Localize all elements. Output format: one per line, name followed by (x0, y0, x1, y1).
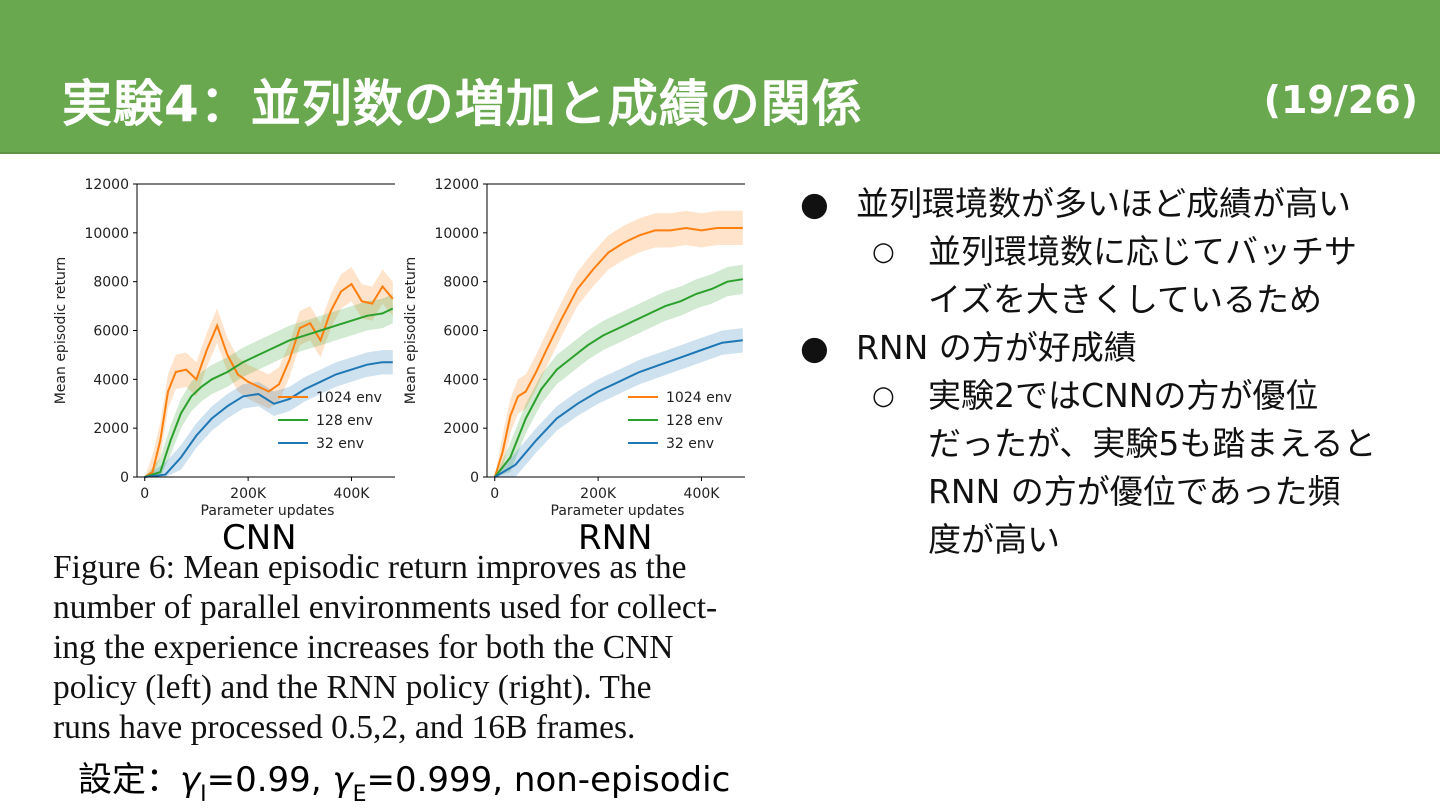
bullet-list: ● 並列環境数が多いほど成績が高い ○ 並列環境数に応じてバッチサ イズを大きく… (800, 180, 1420, 564)
caption-line: ing the experience increases for both th… (53, 629, 674, 666)
y-tick-label: 8000 (443, 275, 479, 291)
gamma-i-subscript: I (200, 782, 207, 807)
x-tick-label: 200K (580, 486, 617, 502)
sub-bullet-item: ○ 並列環境数に応じてバッチサ イズを大きくしているため (800, 228, 1420, 324)
y-tick-label: 6000 (443, 324, 479, 340)
series-band (144, 350, 393, 477)
rnn-panel-label: RNN (578, 518, 653, 558)
sub-bullet-item: ○ 実験2ではCNNの方が優位 だったが、実験5も踏まえると RNN の方が優位… (800, 372, 1420, 564)
series-band (494, 328, 743, 477)
gamma-e-subscript: E (352, 782, 367, 807)
y-tick-label: 0 (470, 470, 479, 486)
series-line (144, 307, 394, 478)
series-line (144, 361, 393, 478)
x-tick-label: 400K (684, 486, 721, 502)
chart-svg: 0 2000 4000 6000 8000 10000 12000 0 200K 400KPara… (403, 177, 749, 519)
caption-line: policy (left) and the RNN policy (right)… (53, 669, 652, 706)
y-tick-label: 12000 (434, 177, 479, 193)
y-axis-label: Mean episodic return (403, 257, 419, 405)
y-axis-label: Mean episodic return (53, 257, 69, 405)
y-tick-label: 0 (120, 470, 129, 486)
y-tick-label: 2000 (93, 421, 129, 437)
y-tick-label: 6000 (93, 324, 129, 340)
series-band (494, 210, 743, 477)
bullet-item: ● 並列環境数が多いほど成績が高い (800, 180, 1420, 228)
figure-caption: Figure 6: Mean episodic return improves … (53, 548, 763, 748)
y-tick-label: 8000 (93, 275, 129, 291)
series-line (494, 278, 743, 478)
y-tick-label: 12000 (84, 177, 129, 193)
x-axis-label: Parameter updates (201, 503, 335, 519)
gamma-symbol: γ (332, 760, 353, 800)
series-band (144, 267, 393, 477)
caption-line: Figure 6: Mean episodic return improves … (53, 549, 687, 586)
x-tick-label: 200K (230, 486, 267, 502)
y-tick-label: 4000 (93, 372, 129, 388)
series-line (144, 282, 394, 478)
legend-label: 1024 env (666, 390, 732, 406)
legend-label: 128 env (666, 413, 723, 429)
cnn-chart: 0 2000 4000 6000 8000 10000 12000 0 200K 400K Para… (45, 165, 399, 529)
y-tick-label: 2000 (443, 421, 479, 437)
y-tick-label: 10000 (434, 226, 479, 242)
x-tick-label: 400K (334, 486, 371, 502)
bullet-item: ● RNN の方が好成績 (800, 324, 1420, 372)
caption-line: runs have processed 0.5,2, and 16B frame… (53, 709, 636, 746)
y-tick-label: 10000 (84, 226, 129, 242)
bullet-circle-icon: ○ (872, 237, 895, 267)
slide-title: 実験4：並列数の増加と成績の関係 (62, 75, 863, 133)
legend-label: 1024 env (316, 390, 382, 406)
legend-label: 32 env (316, 436, 364, 452)
x-tick-label: 0 (140, 486, 149, 502)
gamma-symbol: γ (180, 760, 201, 800)
series-band (144, 293, 393, 477)
cnn-panel-label: CNN (222, 518, 297, 558)
slide-header: 実験4：並列数の増加と成績の関係 (19/26) (0, 0, 1440, 154)
bullet-circle-icon: ○ (872, 381, 895, 411)
settings-line: 設定：γI=0.99, γE=0.999, non-episodic (78, 760, 731, 807)
legend-label: 128 env (316, 413, 373, 429)
y-tick-label: 4000 (443, 372, 479, 388)
series-line (494, 339, 743, 478)
legend-label: 32 env (666, 436, 714, 452)
bullet-dot-icon: ● (800, 184, 829, 223)
x-axis-label: Parameter updates (551, 503, 685, 519)
series-line (493, 226, 743, 478)
page-number: (19/26) (1263, 78, 1418, 122)
rnn-chart: 0 2000 4000 6000 8000 10000 12000 0 200K 400K Para… (395, 165, 749, 529)
caption-line: number of parallel environments used for… (53, 589, 718, 626)
x-tick-label: 0 (490, 486, 499, 502)
bullet-dot-icon: ● (800, 328, 829, 367)
chart-svg: 0 2000 4000 6000 8000 10000 12000 0 200K 400KPara… (53, 177, 399, 519)
